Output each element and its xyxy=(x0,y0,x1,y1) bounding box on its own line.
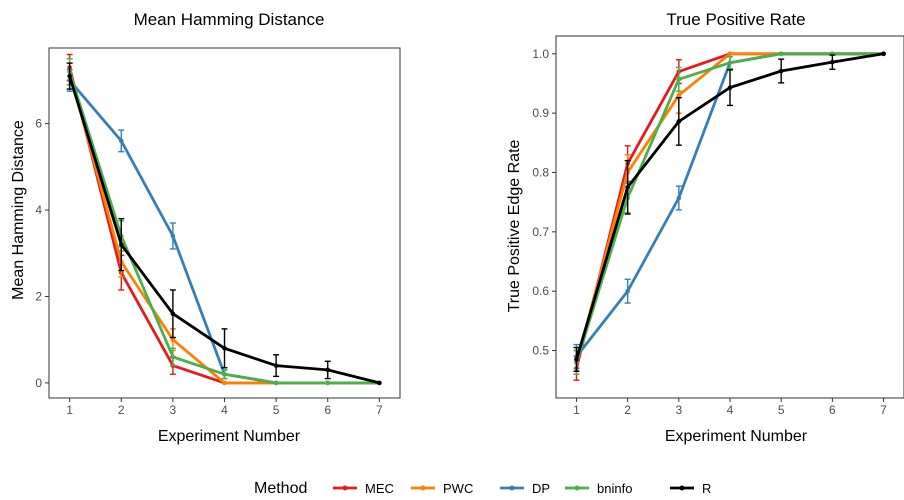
x-axis-title: Experiment Number xyxy=(665,428,808,445)
legend-swatch-point xyxy=(574,485,580,491)
legend-entry-r: R xyxy=(670,481,711,496)
x-tick-label: 2 xyxy=(624,403,631,417)
y-tick-label: 0.9 xyxy=(532,106,549,120)
y-tick-label: 0.8 xyxy=(532,165,549,179)
data-point xyxy=(170,233,176,239)
x-tick-label: 1 xyxy=(573,403,580,417)
panel-title: Mean Hamming Distance xyxy=(134,10,325,29)
legend: Method MEC PWC DP bninfo R xyxy=(254,480,711,497)
data-point xyxy=(778,51,784,57)
y-axis-title: Mean Hamming Distance xyxy=(10,120,27,300)
data-point xyxy=(273,363,279,368)
legend-label: MEC xyxy=(365,481,394,496)
y-tick-label: 6 xyxy=(35,117,42,131)
data-point xyxy=(778,68,784,74)
true-positive-rate-panel: True Positive Rate Experiment Number Tru… xyxy=(506,10,904,445)
x-axis-title: Experiment Number xyxy=(158,428,301,445)
legend-label: R xyxy=(702,481,711,496)
x-tick-label: 4 xyxy=(221,403,228,417)
data-point xyxy=(676,119,682,124)
series-r xyxy=(573,51,886,372)
x-tick-label: 7 xyxy=(376,403,383,417)
panel-title: True Positive Rate xyxy=(666,10,805,29)
y-tick-label: 0.7 xyxy=(532,225,549,239)
data-point xyxy=(676,195,682,201)
data-point xyxy=(625,185,630,190)
y-tick-label: 0.6 xyxy=(532,284,549,298)
data-point xyxy=(170,337,176,342)
x-tick-label: 7 xyxy=(880,403,887,417)
data-point xyxy=(67,73,72,79)
y-axis-title: True Positive Edge Rate xyxy=(506,139,523,312)
plot-area: 1 2 3 4 5 6 7 0.5 0.6 0.7 0.8 0.9 1.0 xyxy=(532,35,904,417)
data-point xyxy=(118,242,124,247)
plot-area: 1 2 3 4 5 6 7 0 2 4 6 xyxy=(35,47,401,417)
series-layer xyxy=(66,53,382,386)
data-point xyxy=(170,354,176,360)
y-tick-label: 1.0 xyxy=(532,47,549,61)
legend-entry-bninfo: bninfo xyxy=(565,481,632,496)
legend-swatch-point xyxy=(509,485,515,491)
x-tick-label: 5 xyxy=(778,403,785,417)
series-layer xyxy=(573,51,886,381)
x-tick-label: 3 xyxy=(675,403,682,417)
legend-title: Method xyxy=(254,480,307,497)
legend-label: bninfo xyxy=(597,481,632,496)
legend-label: DP xyxy=(532,481,550,496)
legend-entry-dp: DP xyxy=(500,481,550,496)
y-tick-label: 2 xyxy=(35,289,42,303)
x-tick-label: 3 xyxy=(170,403,177,417)
data-point xyxy=(676,93,682,98)
hamming-distance-panel: Mean Hamming Distance Experiment Number … xyxy=(10,10,401,445)
x-tick-label: 5 xyxy=(273,403,280,417)
data-point xyxy=(830,59,835,65)
data-point xyxy=(222,380,227,386)
data-point xyxy=(727,51,733,57)
data-point xyxy=(727,60,733,66)
data-point xyxy=(574,357,579,362)
series-r xyxy=(66,62,382,386)
x-tick-label: 4 xyxy=(727,403,734,417)
data-point xyxy=(676,77,682,82)
x-tick-label: 1 xyxy=(66,403,73,417)
legend-entry-mec: MEC xyxy=(333,481,394,496)
legend-entry-pwc: PWC xyxy=(411,481,473,496)
x-tick-label: 2 xyxy=(118,403,125,417)
data-point xyxy=(273,380,279,386)
data-point xyxy=(727,85,733,90)
y-tick-label: 4 xyxy=(35,203,42,217)
data-point xyxy=(170,311,176,317)
data-point xyxy=(377,380,382,386)
y-tick-label: 0 xyxy=(35,376,42,390)
legend-label: PWC xyxy=(443,481,473,496)
data-point xyxy=(222,371,227,377)
y-tick-label: 0.5 xyxy=(532,344,549,358)
data-point xyxy=(222,346,227,351)
data-point xyxy=(325,380,331,386)
legend-swatch-point xyxy=(420,485,426,491)
x-tick-label: 6 xyxy=(324,403,331,417)
x-tick-label: 6 xyxy=(829,403,836,417)
data-point xyxy=(625,288,630,294)
data-point xyxy=(881,51,886,57)
data-point xyxy=(325,367,331,373)
data-point xyxy=(118,138,124,144)
legend-swatch-point xyxy=(342,485,348,491)
legend-swatch-point xyxy=(679,485,685,491)
